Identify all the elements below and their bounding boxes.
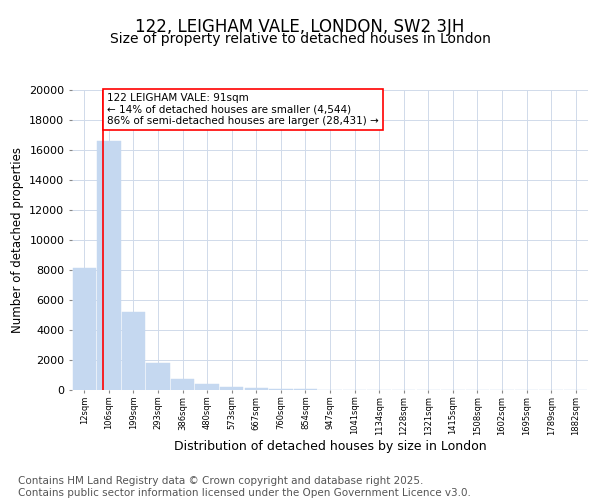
Text: 122, LEIGHAM VALE, LONDON, SW2 3JH: 122, LEIGHAM VALE, LONDON, SW2 3JH <box>136 18 464 36</box>
Bar <box>146 362 170 390</box>
Bar <box>122 312 145 390</box>
Bar <box>196 384 219 390</box>
Bar <box>220 387 244 390</box>
X-axis label: Distribution of detached houses by size in London: Distribution of detached houses by size … <box>173 440 487 453</box>
Bar <box>73 268 96 390</box>
Bar <box>171 379 194 390</box>
Bar <box>269 389 293 390</box>
Bar <box>245 388 268 390</box>
Text: 122 LEIGHAM VALE: 91sqm
← 14% of detached houses are smaller (4,544)
86% of semi: 122 LEIGHAM VALE: 91sqm ← 14% of detache… <box>107 93 379 126</box>
Y-axis label: Number of detached properties: Number of detached properties <box>11 147 23 333</box>
Bar <box>97 141 121 390</box>
Text: Size of property relative to detached houses in London: Size of property relative to detached ho… <box>110 32 490 46</box>
Text: Contains HM Land Registry data © Crown copyright and database right 2025.
Contai: Contains HM Land Registry data © Crown c… <box>18 476 471 498</box>
